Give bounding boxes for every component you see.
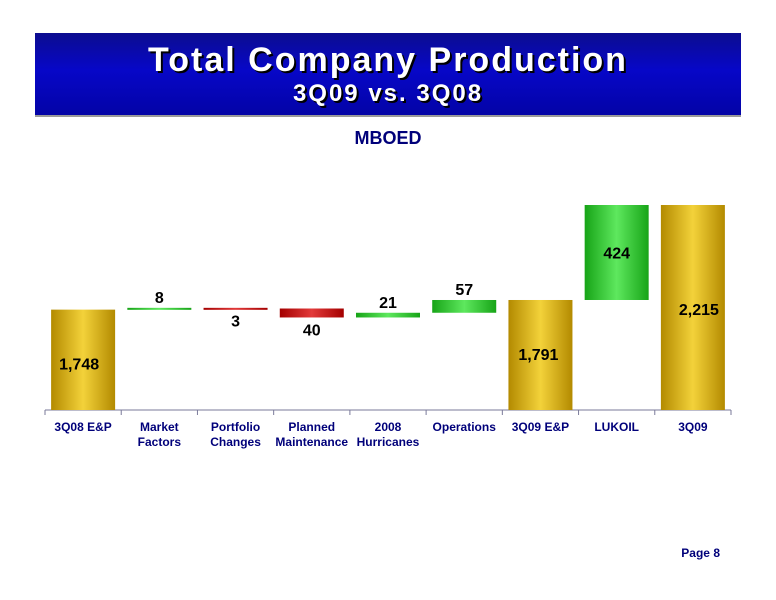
bar-4 (356, 312, 420, 318)
category-label-3: Planned (288, 420, 335, 434)
data-label-4: 21 (379, 295, 397, 312)
title-banner: Total Company Production 3Q09 vs. 3Q08 (35, 33, 741, 117)
page-subtitle: 3Q09 vs. 3Q08 (292, 80, 484, 107)
data-label-2: 3 (231, 314, 240, 331)
bar-0 (51, 309, 116, 410)
data-label-3: 40 (303, 322, 321, 339)
category-label-2: Portfolio (211, 420, 260, 434)
bar-8 (660, 205, 725, 410)
data-label-8: 2,215 (679, 302, 719, 319)
bar-6 (508, 299, 573, 410)
data-label-1: 8 (155, 290, 164, 307)
data-label-7: 424 (603, 245, 630, 262)
page-title: Total Company Production (148, 41, 628, 79)
bar-1 (127, 307, 192, 310)
category-label-8: 3Q09 (678, 420, 708, 434)
category-label-6: 3Q09 E&P (512, 420, 569, 434)
category-label-4: Hurricanes (357, 435, 420, 449)
unit-label: MBOED (354, 128, 422, 148)
data-label-5: 57 (455, 282, 473, 299)
category-label-2: Changes (210, 435, 261, 449)
category-label-1: Market (140, 420, 179, 434)
category-label-4: 2008 (375, 420, 402, 434)
page-number: Page 8 (681, 546, 720, 560)
category-label-0: 3Q08 E&P (54, 420, 111, 434)
category-label-1: Factors (138, 435, 182, 449)
bar-2 (203, 307, 268, 310)
category-label-7: LUKOIL (594, 420, 639, 434)
data-label-0: 1,748 (59, 357, 99, 374)
bar-5 (432, 299, 497, 313)
bar-7 (584, 205, 649, 300)
bar-3 (279, 308, 344, 318)
data-label-6: 1,791 (518, 347, 558, 364)
category-label-5: Operations (433, 420, 497, 434)
category-label-3: Maintenance (275, 435, 348, 449)
